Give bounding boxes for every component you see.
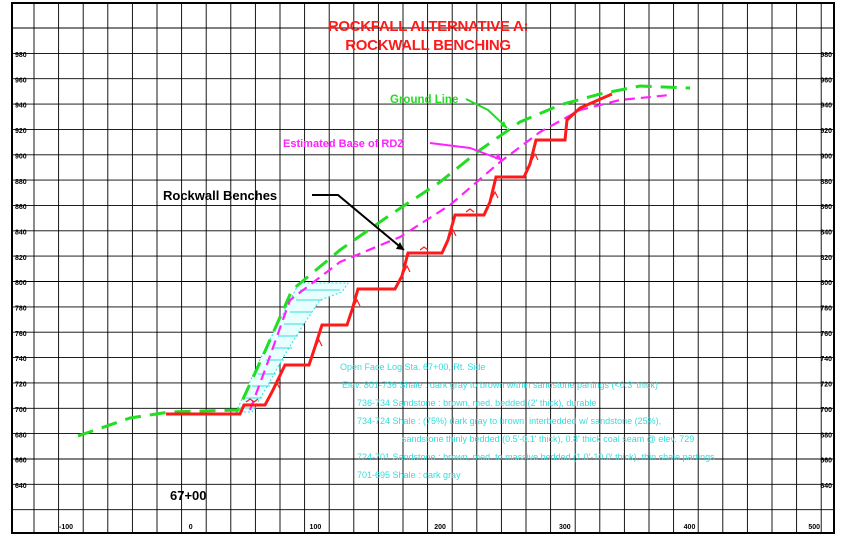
bench-texture [245,152,539,403]
station-tick-label: 200 [434,524,446,531]
elevation-label: 820 [15,255,27,262]
elevation-label: 700 [15,407,27,414]
elevation-label: 940 [820,103,832,110]
station-label: 67+00 [170,488,207,503]
elevation-label: 980 [820,52,832,59]
elevation-label: 760 [820,331,832,338]
elevation-label: 900 [820,153,832,160]
base-rdz-label: Estimated Base of RDZ [283,138,404,150]
elevation-label: 720 [820,382,832,389]
elevation-label: 840 [15,230,27,237]
elevation-label: 680 [820,432,832,439]
rockwall-benches-arrow [396,242,404,250]
rockwall-benches-label: Rockwall Benches [163,188,277,203]
elevation-label: 860 [820,204,832,211]
elevation-label: 720 [15,382,27,389]
elevation-label: 880 [15,179,27,186]
elevation-label: 780 [820,306,832,313]
ground-line-arrow [500,121,507,128]
rockwall-benches [166,92,613,416]
elevation-label: 940 [15,103,27,110]
elevation-label: 800 [15,280,27,287]
elevation-label: 920 [820,128,832,135]
ground-line-leader [465,98,508,129]
elevation-label: 760 [15,331,27,338]
elevation-label: 820 [820,255,832,262]
title-line-2: ROCKWALL BENCHING [345,37,510,54]
station-tick-label: 400 [684,524,696,531]
station-tick-label: 0 [189,524,193,531]
elevation-label: 800 [820,280,832,287]
elevation-label: 660 [15,458,27,465]
base-rdz-leader [429,142,503,161]
station-tick-label: 500 [808,524,820,531]
title-line-1: ROCKFALL ALTERNATIVE A: [328,18,528,35]
elevation-label: 780 [15,306,27,313]
elevation-label: 740 [820,356,832,363]
elevation-label: 980 [15,52,27,59]
face-log-zone [235,282,349,413]
elevation-label: 640 [15,483,27,490]
station-labels: -100 0 100 200 300 400 500 [59,524,820,531]
face-log-line-5: 724-701 Sandstone : brown, med. to massi… [357,452,715,462]
station-tick-label: -100 [59,524,73,531]
face-log-heading: Open Face Log Sta. 67+00, Rt. Side [340,362,485,372]
elevation-label: 900 [15,153,27,160]
rockwall-benches-leader [312,194,405,251]
face-log-line-6: 701-695 Shale : dark gray [357,470,461,480]
elevation-label: 960 [15,77,27,84]
elevation-label: 640 [820,483,832,490]
face-log-line-2: 736-734 Sandstone : brown, med. bedded (… [357,398,596,408]
elevation-labels-left: 980 960 940 920 900 880 860 840 820 800 780 760 740 7… [15,52,27,490]
face-log-line-1: Elev. 801-736 Shale : dark gray to brown… [342,380,658,390]
elevation-label: 860 [15,204,27,211]
station-tick-label: 300 [559,524,571,531]
base-rdz-arrow [495,153,502,160]
elevation-label: 740 [15,356,27,363]
elevation-labels-right: 980 960 940 920 900 880 860 840 820 800 780 760 740 7… [820,52,832,490]
station-tick-label: 100 [310,524,322,531]
base-rdz-line [248,93,671,411]
elevation-label: 920 [15,128,27,135]
elevation-label: 960 [820,77,832,84]
elevation-label: 660 [820,458,832,465]
face-log-line-4: sandstone thinly bedded (0.5'-0.1' thick… [402,434,694,444]
ground-line-label: Ground Line [390,94,458,106]
elevation-label: 840 [820,230,832,237]
face-log-line-3: 734-724 Shale : (75%) dark gray to brown… [357,416,661,426]
face-log: Open Face Log Sta. 67+00, Rt. Side Elev.… [340,362,715,480]
elevation-label: 700 [820,407,832,414]
grid [12,3,834,533]
elevation-label: 680 [15,432,27,439]
drawing-frame [11,2,835,534]
elevation-label: 880 [820,179,832,186]
